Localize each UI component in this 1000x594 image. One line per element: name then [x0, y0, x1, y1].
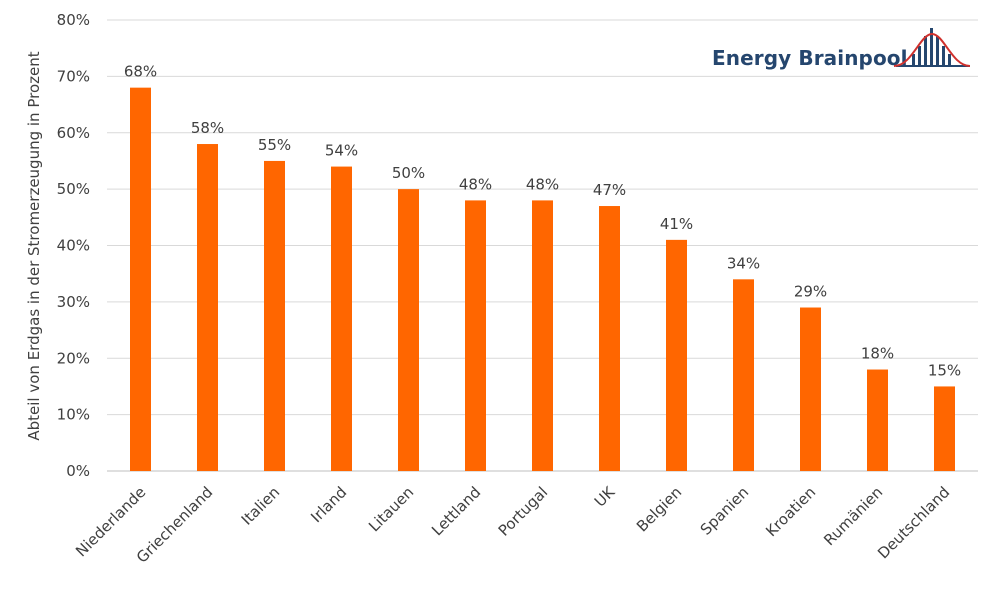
data-label: 48%: [526, 175, 559, 193]
data-label: 18%: [861, 345, 894, 363]
bar: [398, 189, 419, 471]
data-label: 54%: [325, 142, 358, 160]
bar: [733, 279, 754, 471]
data-label: 41%: [660, 215, 693, 233]
data-label: 68%: [124, 63, 157, 81]
data-label: 29%: [794, 283, 827, 301]
x-tick-label: UK: [591, 482, 619, 510]
bar: [197, 144, 218, 471]
bar: [599, 206, 620, 471]
y-tick-label: 70%: [57, 67, 90, 85]
x-tick-label: Lettland: [428, 483, 484, 539]
x-tick-label: Portugal: [495, 483, 552, 540]
brand-name: Energy Brainpool: [712, 46, 908, 70]
data-label: 55%: [258, 136, 291, 154]
y-tick-label: 40%: [57, 237, 90, 255]
bar: [130, 87, 151, 472]
y-tick-label: 20%: [57, 349, 90, 367]
x-tick-label: Rumänien: [820, 483, 886, 549]
y-tick-label: 80%: [57, 11, 90, 29]
y-tick-label: 60%: [57, 124, 90, 142]
y-axis-label: Abteil von Erdgas in der Stromerzeugung …: [25, 51, 43, 440]
bar: [264, 160, 285, 471]
bar: [465, 200, 486, 471]
x-tick-label: Litauen: [365, 483, 417, 535]
bar: [800, 307, 821, 471]
data-labels: 68% 58% 55% 54% 50% 48% 48% 47% 41% 34% 29% 18% 15%: [124, 63, 961, 380]
brand-curve-icon: [893, 28, 971, 67]
bars: [130, 87, 955, 472]
data-label: 15%: [928, 361, 961, 379]
y-tick-label: 50%: [57, 180, 90, 198]
y-tick-labels: 0% 10% 20% 30% 40% 50% 60% 70% 80%: [57, 11, 90, 480]
data-label: 48%: [459, 175, 492, 193]
bar: [331, 166, 352, 471]
data-label: 50%: [392, 164, 425, 182]
bar: [666, 239, 687, 471]
bar: [934, 386, 955, 471]
x-tick-label: Irland: [307, 483, 350, 526]
data-label: 58%: [191, 119, 224, 137]
x-tick-label: Belgien: [633, 483, 685, 535]
y-tick-label: 0%: [66, 462, 90, 480]
x-tick-label: Deutschland: [874, 483, 953, 562]
y-tick-label: 30%: [57, 293, 90, 311]
data-label: 34%: [727, 254, 760, 272]
bar: [532, 200, 553, 471]
x-tick-label: Italien: [238, 483, 284, 529]
y-tick-label: 10%: [57, 406, 90, 424]
x-tick-label: Spanien: [697, 483, 753, 539]
x-tick-label: Kroatien: [762, 483, 819, 540]
bar: [867, 369, 888, 471]
data-label: 47%: [593, 181, 626, 199]
